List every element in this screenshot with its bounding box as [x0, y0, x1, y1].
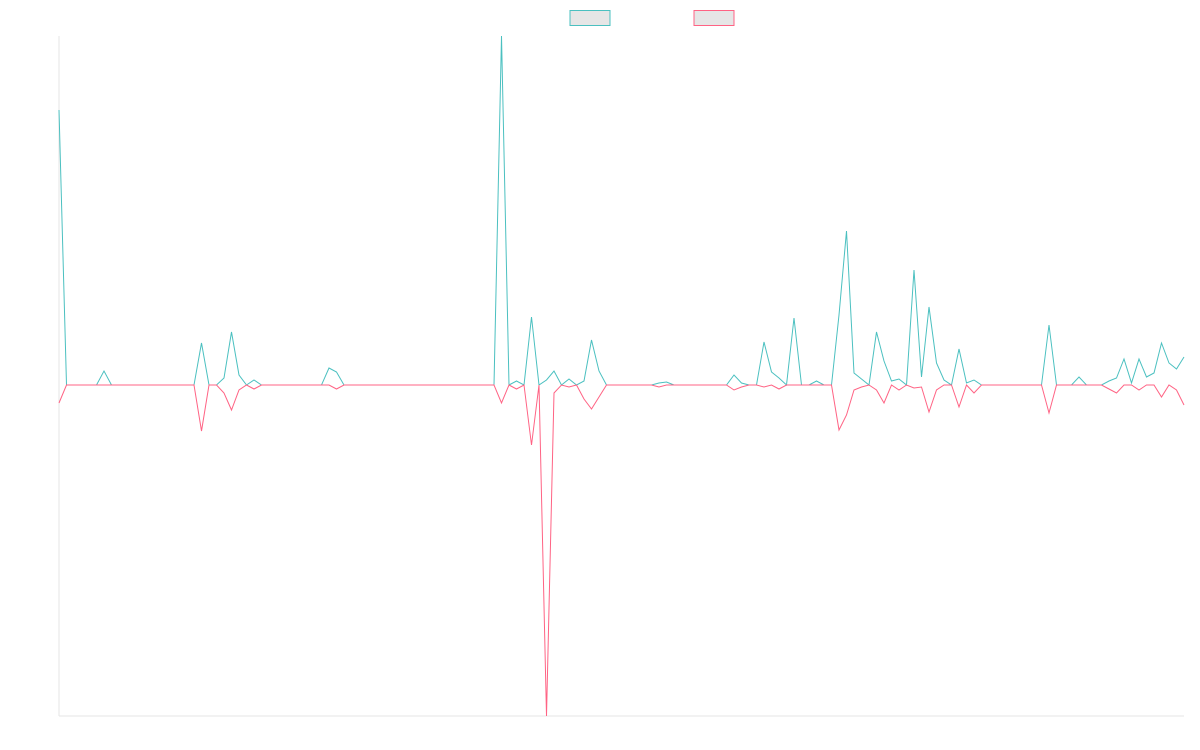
series-line [58, 35, 1185, 387]
legend-swatch [693, 10, 735, 26]
legend-swatch [569, 10, 611, 26]
series-line [58, 384, 1185, 717]
